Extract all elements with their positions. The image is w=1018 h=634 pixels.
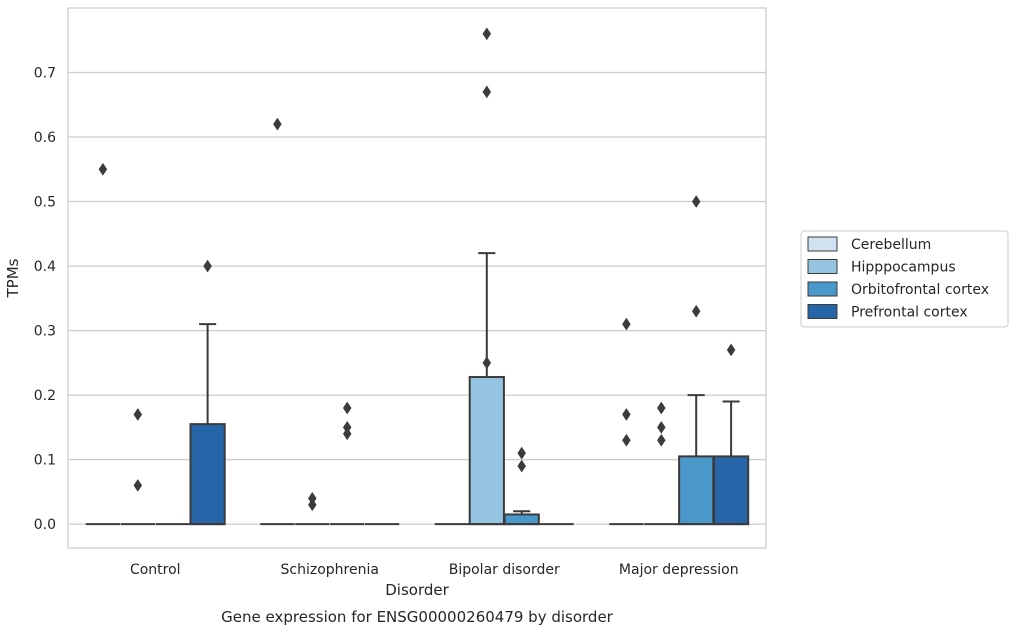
y-tick-label: 0.1 bbox=[34, 453, 56, 469]
x-tick-labels: Control Schizophrenia Bipolar disorder Majo… bbox=[130, 562, 739, 578]
y-tick-label: 0.7 bbox=[34, 66, 56, 82]
outlier-point bbox=[203, 259, 212, 273]
box-3-2 bbox=[678, 195, 715, 526]
outlier-point bbox=[691, 304, 701, 318]
outlier-point bbox=[133, 478, 143, 492]
outlier-point bbox=[273, 117, 282, 131]
outlier-point bbox=[517, 459, 527, 473]
box-groups bbox=[85, 27, 750, 526]
box-0-0 bbox=[85, 162, 121, 526]
y-tick-label: 0.4 bbox=[34, 259, 56, 275]
legend-swatch bbox=[807, 259, 838, 274]
legend-items: Cerebellum Hipppocampus Orbitofrontal cort… bbox=[807, 236, 989, 321]
outlier-point bbox=[691, 195, 701, 208]
legend-swatch bbox=[807, 281, 838, 297]
box-3-3 bbox=[712, 343, 750, 526]
x-tick-label: Major depression bbox=[619, 562, 739, 578]
legend-label: Cerebellum bbox=[851, 237, 931, 253]
y-tick-labels: 0.0 0.1 0.2 0.3 0.4 0.5 0.6 0.7 bbox=[34, 66, 56, 534]
y-tick-label: 0.3 bbox=[34, 324, 56, 340]
box-2-1 bbox=[468, 27, 505, 526]
outlier-point bbox=[656, 433, 666, 447]
box-0-1 bbox=[120, 408, 155, 526]
legend-label: Prefrontal cortex bbox=[851, 305, 968, 321]
box-1-2 bbox=[330, 401, 365, 526]
legend: Cerebellum Hipppocampus Orbitofrontal cort… bbox=[800, 230, 1009, 328]
outlier-point bbox=[656, 401, 666, 415]
legend-frame bbox=[800, 230, 1009, 328]
outlier-point bbox=[342, 427, 352, 441]
outlier-point bbox=[622, 317, 631, 331]
box-0-3 bbox=[189, 259, 226, 526]
chart-caption: Gene expression for ENSG00000260479 by d… bbox=[221, 608, 614, 626]
box-1-1 bbox=[295, 491, 330, 526]
outlier-point bbox=[622, 433, 631, 447]
outlier-point bbox=[342, 401, 352, 415]
x-tick-label: Control bbox=[130, 562, 181, 578]
outlier-point bbox=[307, 498, 317, 512]
legend-swatch bbox=[807, 236, 838, 252]
outlier-point bbox=[517, 446, 527, 460]
legend-label: Hipppocampus bbox=[851, 260, 956, 276]
x-axis-label: Disorder bbox=[385, 581, 449, 599]
legend-swatch bbox=[807, 304, 838, 319]
plot-area-frame bbox=[67, 7, 767, 549]
box-body bbox=[503, 513, 540, 526]
box-2-2 bbox=[503, 446, 540, 526]
outlier-point bbox=[98, 162, 108, 176]
outlier-point bbox=[726, 343, 736, 357]
x-tick-label: Bipolar disorder bbox=[449, 562, 560, 578]
outlier-point bbox=[656, 420, 666, 434]
y-tick-label: 0.5 bbox=[34, 195, 56, 211]
box-1-0 bbox=[260, 117, 295, 526]
box-body bbox=[712, 455, 750, 526]
box-body bbox=[468, 376, 505, 526]
y-tick-label: 0.2 bbox=[34, 388, 56, 404]
box-body bbox=[678, 455, 715, 526]
x-tick-label: Schizophrenia bbox=[281, 562, 379, 578]
box-body bbox=[189, 423, 226, 526]
outlier-point bbox=[482, 27, 492, 41]
outlier-point bbox=[482, 85, 492, 99]
y-axis-label: TPMs bbox=[4, 258, 22, 298]
y-tick-label: 0.0 bbox=[34, 517, 56, 533]
box-3-1 bbox=[644, 401, 679, 526]
outlier-point bbox=[482, 356, 492, 370]
y-tick-label: 0.6 bbox=[34, 130, 56, 146]
box-3-0 bbox=[609, 317, 644, 526]
outlier-point bbox=[133, 408, 143, 421]
outlier-point bbox=[622, 408, 631, 421]
legend-label: Orbitofrontal cortex bbox=[851, 282, 989, 298]
